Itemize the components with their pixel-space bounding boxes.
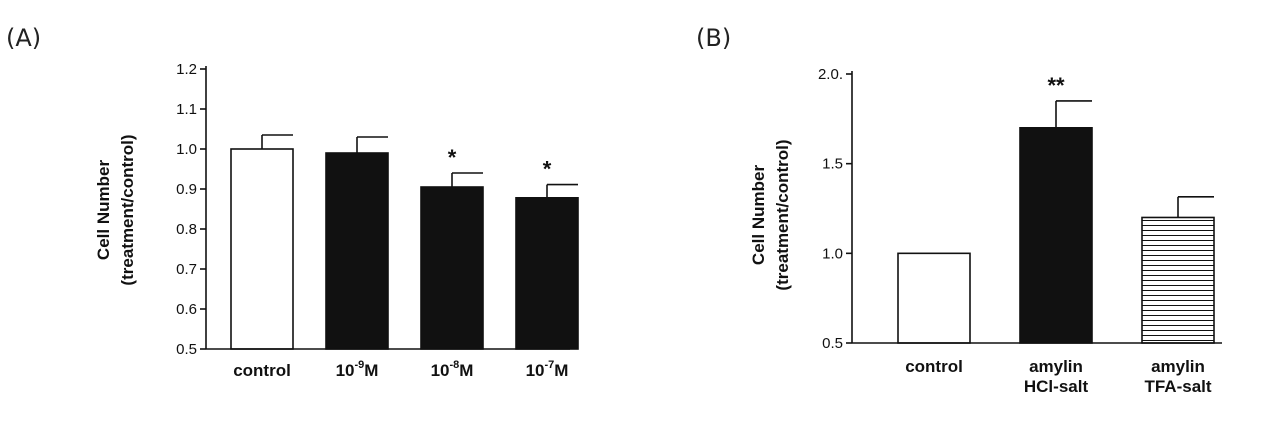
panel-b-y-ticks: 0.5 1.0 1.5 2.0. bbox=[818, 66, 852, 352]
panel-b-bars: ** bbox=[897, 73, 1215, 344]
panel-a-categories: control 10-9M 10-8M 10-7M bbox=[233, 359, 568, 380]
y-tick-label: 1.5 bbox=[822, 156, 843, 173]
bar bbox=[1019, 127, 1093, 344]
category-label-line2: HCl-salt bbox=[1024, 377, 1089, 396]
panel-b-label: (B) bbox=[696, 24, 731, 52]
y-tick-label: 2.0. bbox=[818, 66, 843, 83]
bar bbox=[1141, 216, 1215, 344]
y-tick-label: 1.0 bbox=[176, 141, 197, 158]
bar bbox=[420, 186, 484, 350]
significance-marker: * bbox=[543, 157, 552, 182]
chart-panel-a: (A) Cell Number (treatment/control) 0.50… bbox=[6, 24, 579, 380]
panel-a-label: (A) bbox=[6, 24, 41, 52]
category-label: amylin bbox=[1029, 357, 1083, 376]
y-tick-label: 0.5 bbox=[176, 341, 197, 358]
category-label: control bbox=[905, 357, 963, 376]
category-label: 10-7M bbox=[526, 359, 569, 380]
y-tick-label: 0.7 bbox=[176, 261, 197, 278]
bar bbox=[515, 197, 579, 350]
bar bbox=[897, 252, 971, 344]
panel-b-ylabel-line2: (treatment/control) bbox=[773, 139, 792, 290]
bar bbox=[325, 152, 389, 350]
significance-marker: ** bbox=[1047, 73, 1065, 98]
y-tick-label: 0.5 bbox=[822, 335, 843, 352]
category-label: control bbox=[233, 361, 291, 380]
panel-b-ylabel-line1: Cell Number bbox=[749, 165, 768, 266]
panel-a-y-ticks: 0.5 0.6 0.7 0.8 0.9 1.0 1.1 1.2 bbox=[176, 61, 206, 358]
category-label-line2: TFA-salt bbox=[1144, 377, 1211, 396]
chart-panel-b: (B) Cell Number (treatment/control) 0.5 1… bbox=[696, 24, 1222, 396]
panel-a-ylabel-line1: Cell Number bbox=[94, 160, 113, 261]
significance-marker: * bbox=[448, 145, 457, 170]
category-label: 10-8M bbox=[431, 359, 474, 380]
panel-a-ylabel-line2: (treatment/control) bbox=[118, 134, 137, 285]
bar bbox=[230, 148, 294, 350]
y-tick-label: 0.9 bbox=[176, 181, 197, 198]
y-tick-label: 1.2 bbox=[176, 61, 197, 78]
category-label: amylin bbox=[1151, 357, 1205, 376]
y-tick-label: 0.8 bbox=[176, 221, 197, 238]
category-label: 10-9M bbox=[336, 359, 379, 380]
y-tick-label: 1.1 bbox=[176, 101, 197, 118]
y-tick-label: 1.0 bbox=[822, 245, 843, 262]
y-tick-label: 0.6 bbox=[176, 301, 197, 318]
panel-a-bars: * * bbox=[230, 134, 579, 350]
